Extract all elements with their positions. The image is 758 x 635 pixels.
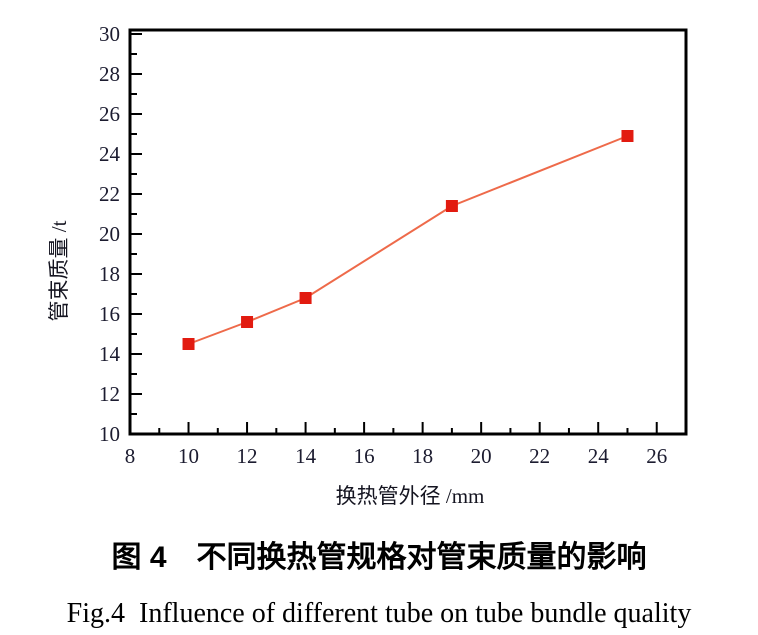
x-tick-label: 14 — [295, 444, 317, 468]
y-tick-label: 10 — [99, 422, 120, 446]
figure-caption-zh: 图 4 不同换热管规格对管束质量的影响 — [111, 541, 647, 574]
plot-border — [128, 28, 688, 436]
y-tick-label: 24 — [99, 142, 121, 166]
y-tick-label: 28 — [99, 62, 120, 86]
data-point-marker — [299, 292, 312, 304]
x-tick-label: 24 — [588, 444, 610, 468]
y-tick-label: 22 — [99, 182, 120, 206]
data-point-marker — [241, 316, 254, 328]
x-tick-label: 12 — [237, 444, 258, 468]
line-chart: 8 10 12 14 16 18 20 22 24 26101214161820222426283… — [47, 22, 688, 508]
x-tick-label: 16 — [354, 444, 375, 468]
x-tick-label: 20 — [471, 444, 492, 468]
data-point-marker — [182, 338, 195, 350]
y-tick-label: 20 — [99, 222, 120, 246]
data-point-marker — [445, 200, 458, 212]
y-tick-label: 18 — [99, 262, 120, 286]
y-axis-label: 管束质量 /t — [47, 220, 71, 321]
data-line — [188, 135, 628, 345]
y-tick-label: 26 — [99, 102, 120, 126]
x-tick-label: 8 — [125, 444, 136, 468]
x-axis-label: 换热管外径 /mm — [336, 484, 485, 508]
x-tick-label: 22 — [529, 444, 550, 468]
x-tick-label: 18 — [412, 444, 433, 468]
y-tick-label: 14 — [99, 342, 121, 366]
y-tick-label: 30 — [99, 22, 120, 46]
data-point-marker — [621, 130, 634, 142]
y-tick-label: 12 — [99, 382, 120, 406]
y-tick-label: 16 — [99, 302, 120, 326]
x-tick-label: 26 — [646, 444, 667, 468]
figure-caption-en: Fig.4 Influence of different tube on tub… — [66, 598, 692, 629]
x-tick-label: 10 — [178, 444, 199, 468]
